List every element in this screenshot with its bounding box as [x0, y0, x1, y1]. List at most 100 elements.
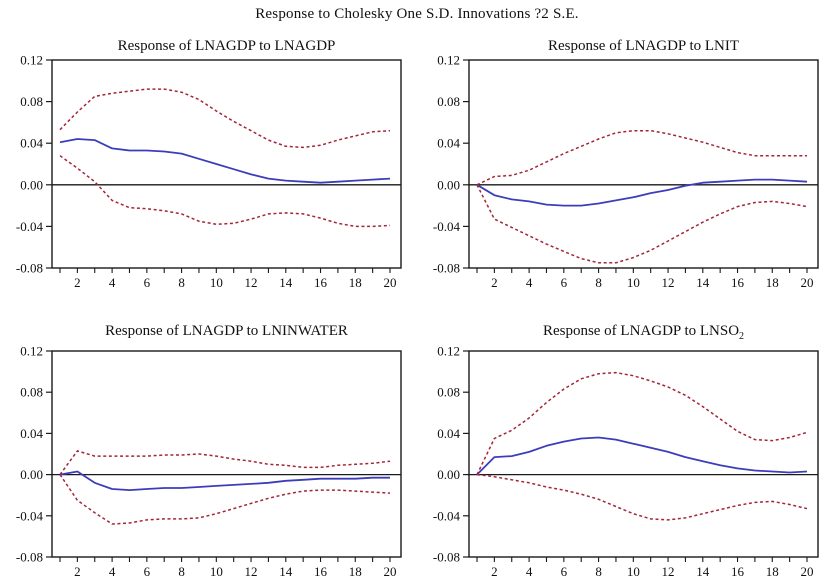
response-line [476, 436, 808, 476]
response-line [59, 470, 390, 491]
y-tick-label: -0.04 [16, 508, 44, 523]
x-tick-label: 12 [245, 275, 258, 290]
y-tick-label: 0.00 [20, 177, 43, 192]
x-tick-label: 2 [491, 275, 498, 290]
y-tick-label: 0.00 [437, 467, 460, 482]
irf-chart-svg: 0.12 0.08 0.04 0.00 -0.04 -0.08 2 4 6 8 10 12 14 16 18… [16, 53, 402, 290]
x-tick-label: 18 [349, 564, 362, 579]
x-tick-label: 4 [109, 275, 116, 290]
chart-title-text: Response of LNAGDP to LNIT [547, 38, 740, 54]
lower-band [59, 474, 391, 525]
response-line [59, 138, 391, 184]
lower-band [476, 184, 808, 264]
lower-band [59, 155, 391, 228]
lower-band [476, 473, 808, 521]
upper-band [476, 371, 808, 475]
y-tick-label: 0.04 [437, 136, 460, 151]
x-tick-label: 4 [526, 275, 533, 290]
x-tick-label: 16 [731, 564, 745, 579]
x-tick-label: 16 [731, 275, 745, 290]
y-tick-label: -0.04 [16, 219, 44, 234]
chart-grid: 0.12 0.08 0.04 0.00 -0.04 -0.08 2 4 6 8 10 12 14 16 18… [0, 34, 834, 581]
y-tick-label: 0.08 [437, 385, 460, 400]
x-tick-label: 2 [74, 275, 81, 290]
chart-title-subscript: 2 [739, 331, 745, 342]
x-tick-label: 8 [178, 275, 185, 290]
x-tick-label: 12 [662, 564, 675, 579]
x-tick-label: 8 [178, 564, 185, 579]
figure-title: Response to Cholesky One S.D. Innovation… [255, 6, 579, 22]
irf-chart-svg: 0.12 0.08 0.04 0.00 -0.04 -0.08 2 4 6 8 10 12 14 16 18… [433, 53, 819, 290]
x-tick-label: 16 [314, 275, 328, 290]
y-tick-label: 0.08 [20, 94, 43, 109]
y-tick-label: -0.08 [433, 261, 460, 276]
x-tick-label: 10 [210, 275, 223, 290]
x-tick-label: 8 [595, 275, 602, 290]
x-tick-label: 10 [210, 564, 223, 579]
y-tick-label: -0.08 [16, 550, 43, 565]
x-tick-label: 14 [696, 564, 710, 579]
response-line [476, 178, 808, 207]
x-tick-label: 14 [696, 275, 710, 290]
x-tick-label: 20 [801, 564, 814, 579]
y-tick-label: 0.04 [20, 136, 43, 151]
chart-panel-lnso2: 0.12 0.08 0.04 0.00 -0.04 -0.08 2 4 6 8 10 12 14 16 18… [417, 307, 834, 581]
x-tick-label: 10 [627, 275, 640, 290]
x-tick-label: 6 [144, 275, 151, 290]
y-tick-label: -0.08 [433, 550, 460, 565]
x-tick-label: 20 [801, 275, 814, 290]
y-tick-label: 0.12 [20, 53, 43, 68]
x-tick-label: 6 [561, 275, 568, 290]
plot-frame [51, 59, 402, 269]
y-tick-label: 0.00 [437, 177, 460, 192]
x-tick-label: 4 [526, 564, 533, 579]
chart-title-text: Response of LNAGDP to LNSO [542, 323, 740, 339]
x-tick-label: 10 [627, 564, 640, 579]
y-tick-label: 0.08 [437, 94, 460, 109]
y-tick-label: 0.04 [437, 426, 460, 441]
x-tick-label: 18 [349, 275, 362, 290]
y-tick-label: 0.04 [20, 426, 43, 441]
x-tick-label: 12 [662, 275, 675, 290]
plot-frame [468, 59, 819, 269]
x-tick-label: 18 [766, 564, 779, 579]
x-tick-label: 12 [245, 564, 258, 579]
plot-frame [51, 350, 402, 558]
x-tick-label: 14 [279, 275, 293, 290]
y-tick-label: 0.12 [437, 344, 460, 359]
x-tick-label: 2 [491, 564, 498, 579]
irf-chart-svg: 0.12 0.08 0.04 0.00 -0.04 -0.08 2 4 6 8 10 12 14 16 18… [16, 344, 402, 579]
chart-title-text: Response of LNAGDP to LNINWATER [105, 323, 348, 339]
chart-title: Response of LNAGDP to LNSO2 [469, 323, 818, 342]
x-tick-label: 20 [384, 564, 397, 579]
upper-band [476, 129, 807, 186]
chart-panel-lnagdp: 0.12 0.08 0.04 0.00 -0.04 -0.08 2 4 6 8 10 12 14 16 18… [0, 34, 417, 307]
upper-band [59, 450, 391, 476]
y-tick-label: -0.04 [433, 508, 461, 523]
x-tick-label: 16 [314, 564, 328, 579]
x-tick-label: 8 [595, 564, 602, 579]
chart-title: Response of LNAGDP to LNINWATER [52, 323, 401, 340]
x-tick-label: 6 [144, 564, 151, 579]
x-tick-label: 2 [74, 564, 81, 579]
y-tick-label: -0.08 [16, 261, 43, 276]
x-tick-label: 4 [109, 564, 116, 579]
x-tick-label: 14 [279, 564, 293, 579]
y-tick-label: 0.12 [20, 344, 43, 359]
plot-frame [468, 350, 819, 558]
upper-band [59, 88, 391, 149]
irf-chart-svg: 0.12 0.08 0.04 0.00 -0.04 -0.08 2 4 6 8 10 12 14 16 18… [433, 344, 819, 579]
chart-title: Response of LNAGDP to LNAGDP [52, 38, 401, 55]
y-tick-label: -0.04 [433, 219, 461, 234]
chart-panel-lninwater: 0.12 0.08 0.04 0.00 -0.04 -0.08 2 4 6 8 10 12 14 16 18… [0, 307, 417, 581]
x-tick-label: 18 [766, 275, 779, 290]
y-tick-label: 0.08 [20, 385, 43, 400]
y-tick-label: 0.12 [437, 53, 460, 68]
chart-panel-lnit: 0.12 0.08 0.04 0.00 -0.04 -0.08 2 4 6 8 10 12 14 16 18… [417, 34, 834, 307]
chart-title-text: Response of LNAGDP to LNAGDP [117, 38, 336, 54]
x-tick-label: 20 [384, 275, 397, 290]
x-tick-label: 6 [561, 564, 568, 579]
chart-title: Response of LNAGDP to LNIT [469, 38, 818, 55]
y-tick-label: 0.00 [20, 467, 43, 482]
